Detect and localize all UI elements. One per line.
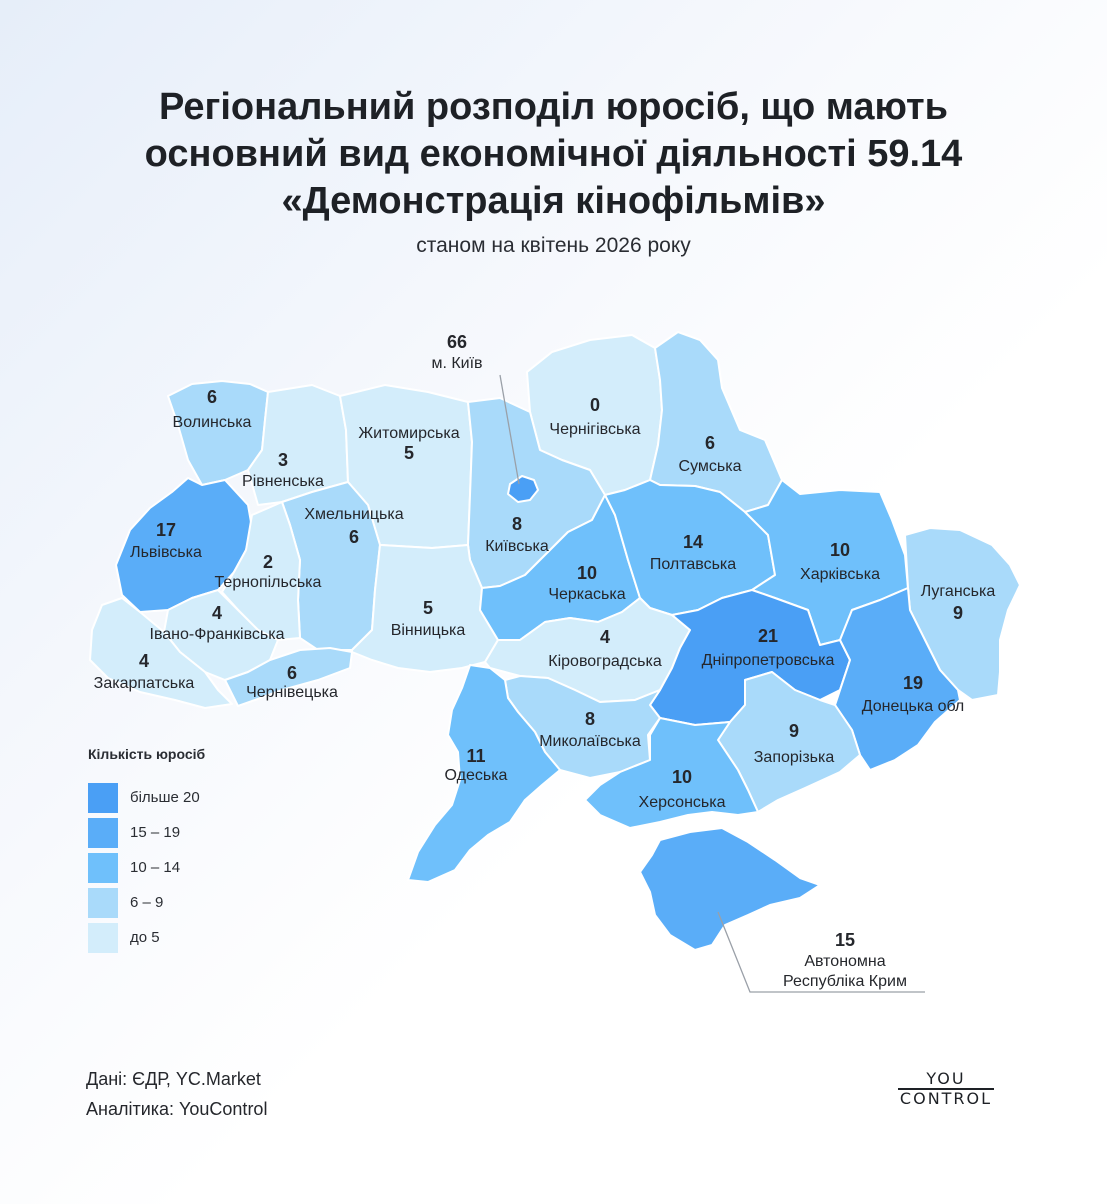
name-zaporizka: Запорізька xyxy=(754,749,835,766)
name-donetska: Донецька обл xyxy=(862,698,965,715)
name-crimea-line-2: Республіка Крим xyxy=(783,973,907,990)
name-crimea-line-1: Автономна xyxy=(804,953,885,970)
name-zakarpatska: Закарпатська xyxy=(94,675,195,692)
region-zakarpatska xyxy=(89,597,233,709)
name-ternopilska: Тернопільська xyxy=(215,574,322,591)
value-kharkivska: 10 xyxy=(830,540,850,560)
logo-line-1: YOU xyxy=(926,1069,966,1088)
legend-label: більше 20 xyxy=(130,789,200,806)
value-volynska: 6 xyxy=(207,387,217,407)
legend-swatch xyxy=(88,817,118,848)
value-dnipropetrovska: 21 xyxy=(758,626,778,646)
legend-item: 10 – 14 xyxy=(88,850,205,885)
value-cherkaska: 10 xyxy=(577,563,597,583)
legend-label: 15 – 19 xyxy=(130,824,181,841)
name-chernivetska: Чернівецька xyxy=(246,684,338,701)
name-luhanska: Луганська xyxy=(921,583,996,600)
legend-swatch xyxy=(88,782,118,813)
region-crimea xyxy=(639,827,821,951)
value-ternopilska: 2 xyxy=(263,552,273,572)
source-data-line: Дані: ЄДР, YC.Market xyxy=(86,1069,261,1089)
name-dnipropetrovska: Дніпропетровська xyxy=(702,652,835,669)
name-rivnenska: Рівненська xyxy=(242,473,324,490)
page-title: Регіональний розподіл юросіб, що мають о… xyxy=(0,84,1107,225)
value-crimea: 15 xyxy=(835,930,855,950)
name-lvivska: Львівська xyxy=(130,544,202,561)
region-shapes xyxy=(89,331,1021,951)
name-cherkaska: Черкаська xyxy=(548,586,625,603)
legend-swatch xyxy=(88,922,118,953)
value-khmelnytska: 6 xyxy=(349,527,359,547)
legend-title: Кількість юросіб xyxy=(88,746,206,762)
region-chernivetska xyxy=(224,647,353,707)
value-odeska: 11 xyxy=(466,746,485,766)
name-mykolaivska: Миколаївська xyxy=(539,733,641,750)
legend-label: до 5 xyxy=(130,929,160,946)
leader-kyiv xyxy=(499,374,520,485)
name-kyiv-city: м. Київ xyxy=(431,355,482,372)
value-zaporizka: 9 xyxy=(789,721,799,741)
legend-swatch xyxy=(88,852,118,883)
value-kirovohradska: 4 xyxy=(600,627,610,647)
value-chernivetska: 6 xyxy=(287,663,297,683)
page-subtitle: станом на квітень 2026 року xyxy=(416,234,691,257)
value-mykolaivska: 8 xyxy=(585,709,595,729)
name-kirovohradska: Кіровоградська xyxy=(548,653,662,670)
value-vinnytska: 5 xyxy=(423,598,433,618)
name-ivano-frankivska: Івано-Франківська xyxy=(150,626,285,643)
value-zakarpatska: 4 xyxy=(139,651,149,671)
name-khmelnytska: Хмельницька xyxy=(304,506,403,523)
title-line-2: основний вид економічної діяльності 59.1… xyxy=(144,133,963,175)
legend-swatch xyxy=(88,887,118,918)
name-zhytomyrska: Житомирська xyxy=(358,425,459,442)
title-line-1: Регіональний розподіл юросіб, що мають xyxy=(158,86,948,128)
title-line-3: «Демонстрація кінофільмів» xyxy=(281,180,826,222)
value-poltavska: 14 xyxy=(683,532,703,552)
name-odeska: Одеська xyxy=(445,767,508,784)
legend-item: 15 – 19 xyxy=(88,815,205,850)
region-labels: 66 м. Київ 6 Волинська 0 Чернігівська Жи… xyxy=(94,332,996,990)
leader-crimea xyxy=(717,911,925,993)
youcontrol-logo: YOU CONTROL xyxy=(898,1070,994,1108)
name-sumska: Сумська xyxy=(679,458,742,475)
name-kyivska: Київська xyxy=(485,538,549,555)
legend-item: до 5 xyxy=(88,920,205,955)
value-luhanska: 9 xyxy=(953,603,963,623)
name-vinnytska: Вінницька xyxy=(391,622,466,639)
name-kharkivska: Харківська xyxy=(800,566,880,583)
logo-line-2: CONTROL xyxy=(898,1088,994,1108)
name-khersonska: Херсонська xyxy=(639,794,726,811)
value-chernihivska: 0 xyxy=(590,395,600,415)
region-kyiv-city xyxy=(507,475,539,503)
value-zhytomyrska: 5 xyxy=(404,443,414,463)
legend: Кількість юросіб більше 20 15 – 19 10 – … xyxy=(88,746,205,955)
legend-label: 6 – 9 xyxy=(130,894,164,911)
region-vinnytska xyxy=(351,544,499,673)
value-lvivska: 17 xyxy=(156,520,176,540)
legend-item: більше 20 xyxy=(88,780,205,815)
value-sumska: 6 xyxy=(705,433,715,453)
name-chernihivska: Чернігівська xyxy=(549,421,640,438)
value-kyivska: 8 xyxy=(512,514,522,534)
legend-item: 6 – 9 xyxy=(88,885,205,920)
value-donetska: 19 xyxy=(903,673,923,693)
region-odeska xyxy=(407,664,561,883)
region-khersonska xyxy=(584,717,759,829)
source-block: Дані: ЄДР, YC.Market Аналітика: YouContr… xyxy=(86,1064,267,1124)
name-volynska: Волинська xyxy=(173,414,252,431)
value-rivnenska: 3 xyxy=(278,450,288,470)
value-ivano-frankivska: 4 xyxy=(212,603,222,623)
value-khersonska: 10 xyxy=(672,767,692,787)
source-analytics-line: Аналітика: YouControl xyxy=(86,1099,268,1119)
name-poltavska: Полтавська xyxy=(650,556,736,573)
value-kyiv-city: 66 xyxy=(447,332,467,352)
legend-label: 10 – 14 xyxy=(130,859,181,876)
